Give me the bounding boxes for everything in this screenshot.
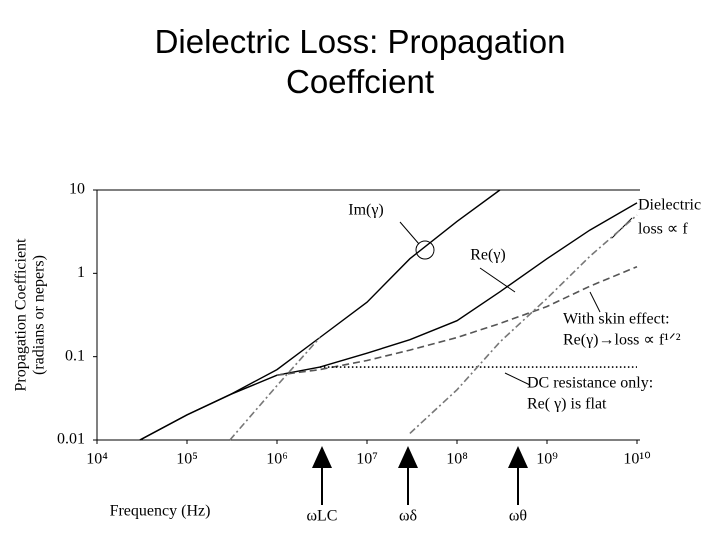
annotation: ωLC	[307, 508, 338, 525]
annotation: DC resistance only:	[527, 375, 653, 392]
arrow-head	[312, 446, 332, 468]
series-line	[139, 189, 501, 441]
annotation: Dielectric	[638, 197, 701, 214]
x-tick-label: 10⁵	[176, 451, 198, 468]
y-axis-label: Propagation Coefficient	[13, 238, 30, 392]
annotation: loss ∝ f	[638, 221, 688, 238]
annotation: ωθ	[509, 508, 527, 525]
y-tick-label: 1	[77, 264, 85, 281]
y-tick-label: 0.1	[65, 347, 85, 364]
pointer	[399, 221, 420, 245]
series-line	[229, 336, 321, 441]
annotation: Re( γ) is flat	[527, 396, 607, 413]
annotation: Re(γ)	[470, 247, 506, 264]
slide-title: Dielectric Loss: Propagation Coeffcient	[154, 23, 566, 100]
series-line	[139, 202, 638, 441]
y-tick-label: 10	[69, 181, 85, 198]
x-tick-label: 10⁶	[266, 451, 288, 468]
series-line	[276, 265, 638, 376]
pointer	[479, 267, 516, 293]
x-tick-label: 10⁷	[356, 451, 378, 468]
annotation: Im(γ)	[348, 202, 384, 219]
x-tick-label: 10¹⁰	[623, 451, 650, 468]
x-tick-label: 10⁴	[86, 451, 108, 468]
annotation: With skin effect:	[563, 311, 670, 328]
series-line	[409, 214, 638, 434]
x-tick-label: 10⁸	[446, 451, 468, 468]
arrows	[312, 446, 528, 505]
y-axis-label: (radians or nepers)	[31, 255, 48, 375]
x-tick-label: 10⁹	[536, 451, 558, 468]
arrow-head	[398, 446, 418, 468]
x-axis-label: Frequency (Hz)	[110, 503, 211, 520]
pointer	[504, 372, 531, 386]
annotation: Re(γ)→loss ∝ f¹ᐟ²	[563, 332, 681, 349]
y-tick-label: 0.01	[57, 431, 85, 448]
arrow-head	[508, 446, 528, 468]
marker-circle	[415, 240, 435, 260]
annotation: ωδ	[399, 508, 417, 525]
pointer	[589, 291, 601, 313]
